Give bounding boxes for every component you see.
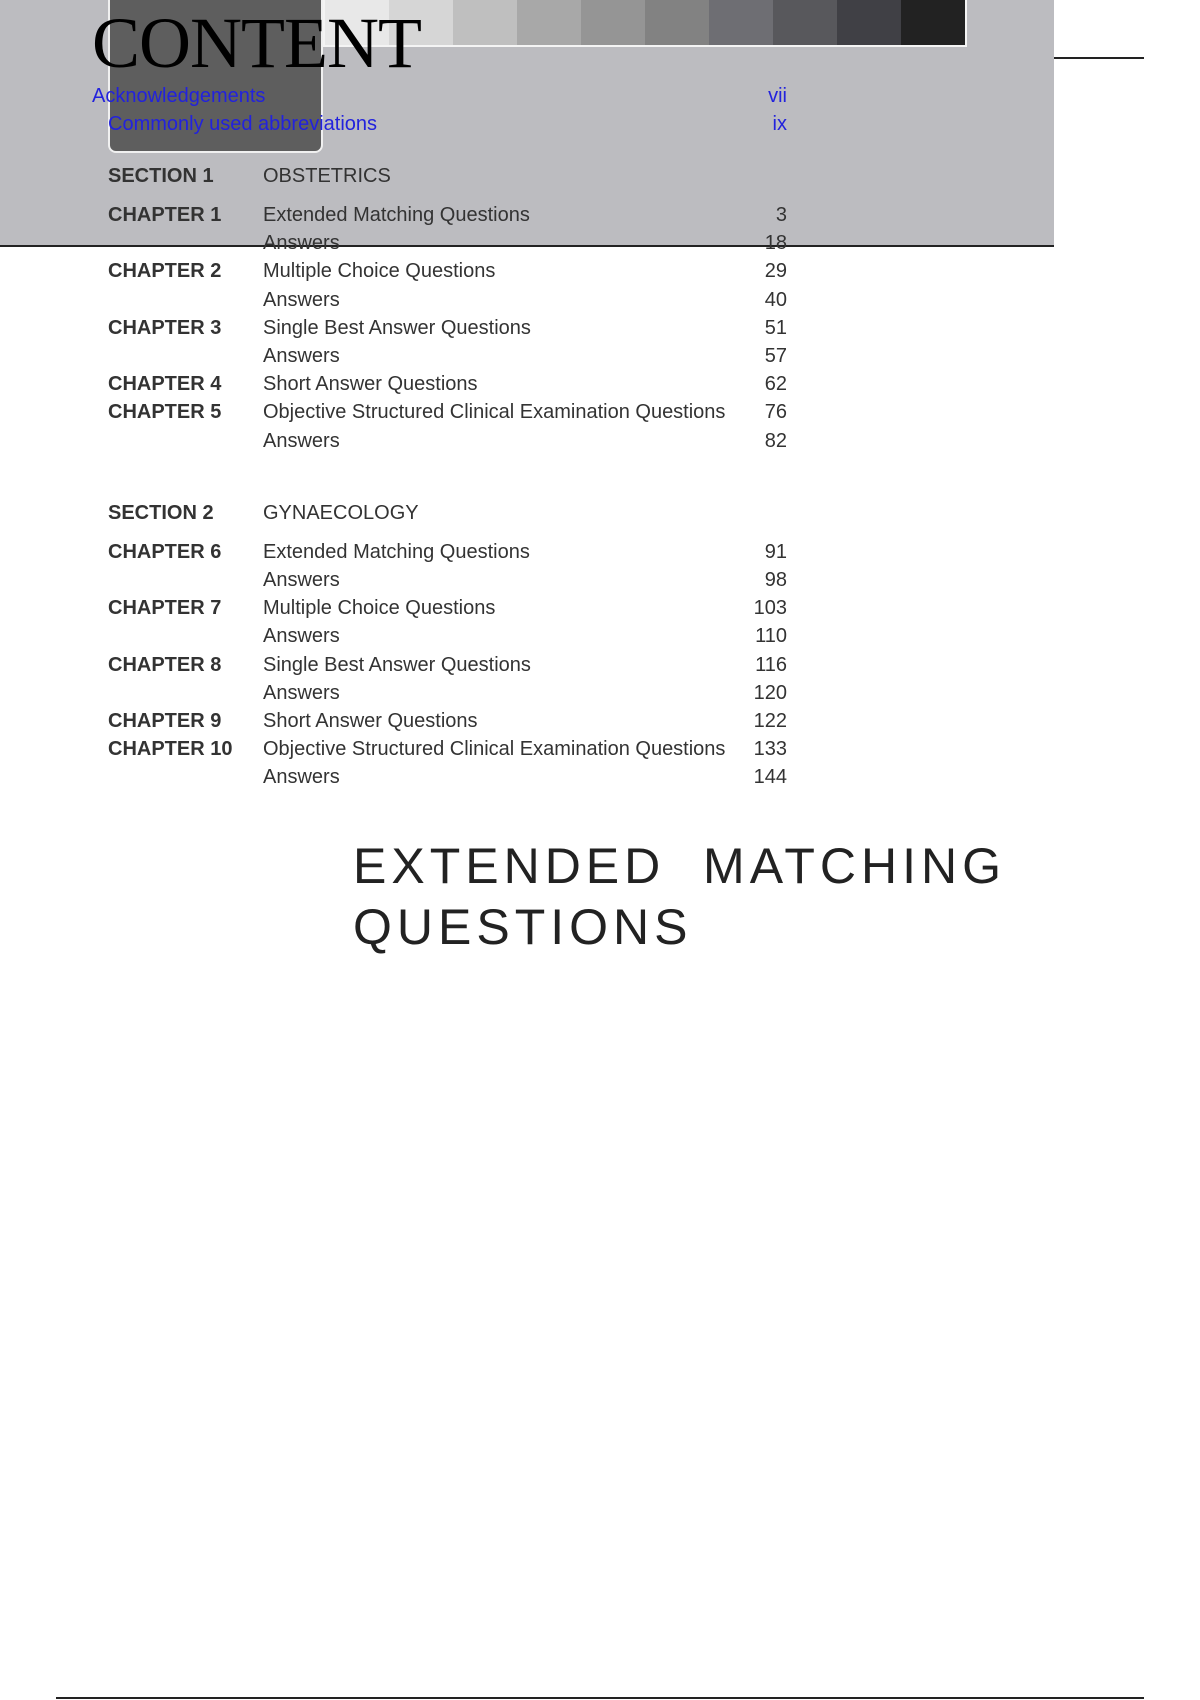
toc-entry: Answers 57 [0,342,787,370]
toc-entry: Answers 120 [0,679,787,707]
chapter-label: CHAPTER 5 [108,401,222,424]
gray-step [453,0,517,45]
section-header: SECTION 2 GYNAECOLOGY [0,499,787,527]
page-number: 51 [764,316,787,339]
section-header: SECTION 1 OBSTETRICS [0,162,787,190]
toc-entry: CHAPTER 9 Short Answer Questions 122 [0,707,787,735]
entry-text: Short Answer Questions [263,373,478,396]
entry-text: Multiple Choice Questions [263,597,496,620]
page-title: CONTENT [92,3,422,83]
toc-entry: CHAPTER 3 Single Best Answer Questions 51 [0,314,787,342]
toc-entry: CHAPTER 10 Objective Structured Clinical … [0,735,787,763]
divider [0,245,1054,247]
entry-text: Objective Structured Clinical Examinatio… [263,401,726,424]
toc-entry: Answers 144 [0,763,787,791]
toc-entry: CHAPTER 1 Extended Matching Questions 3 [0,201,787,229]
entry-text: Extended Matching Questions [263,204,530,226]
toc-entry: Answers 18 [0,229,787,257]
entry-text: Answers [263,625,340,648]
toc-entry: CHAPTER 4 Short Answer Questions 62 [0,370,787,398]
page-number: 91 [764,540,787,563]
page-number: 122 [753,709,787,732]
page-number: 110 [755,625,787,648]
section-label: SECTION 2 [108,501,214,524]
page-number[interactable]: ix [772,113,787,135]
section-label: SECTION 1 [108,165,214,187]
gray-step [581,0,645,45]
entry-text: Answers [263,681,340,704]
page-number: 144 [753,766,787,789]
toc-link-acknowledgements[interactable]: Acknowledgements vii [0,82,787,110]
page-number[interactable]: vii [768,85,787,107]
page-number: 57 [764,345,787,367]
toc-entry: Answers 110 [0,622,787,650]
chapter-label: CHAPTER 1 [108,204,222,226]
page-number: 76 [764,401,787,424]
page-number: 18 [764,232,787,255]
gray-step [709,0,773,45]
divider [56,1697,1144,1699]
page-number: 133 [753,738,787,761]
entry-text: Single Best Answer Questions [263,653,531,676]
entry-text[interactable]: Acknowledgements [92,85,266,107]
page-number: 98 [764,568,787,591]
chapter-label: CHAPTER 4 [108,373,222,396]
entry-text: Answers [263,288,340,311]
gray-step [773,0,837,45]
toc-entry: Answers 98 [0,566,787,594]
entry-text: Short Answer Questions [263,709,478,732]
chapter-label: CHAPTER 7 [108,597,222,620]
grayscale-strip [323,0,967,47]
gray-step [837,0,901,45]
toc-entry: CHAPTER 6 Extended Matching Questions 91 [0,538,787,566]
chapter-label: CHAPTER 3 [108,316,222,339]
page-number: 120 [753,681,787,704]
entry-text: Answers [263,232,340,255]
heading-line: QUESTIONS [353,899,693,955]
toc-entry: CHAPTER 7 Multiple Choice Questions 103 [0,594,787,622]
gray-step [901,0,965,45]
dark-swatch [108,0,323,153]
chapter-label: CHAPTER 10 [108,738,233,761]
gray-step [325,0,389,45]
entry-text: Multiple Choice Questions [263,260,496,283]
page-number: 40 [764,288,787,311]
chapter-heading: EXTENDED MATCHING QUESTIONS [353,836,1006,958]
heading-line: EXTENDED MATCHING [353,838,1006,894]
divider [1054,57,1144,59]
chapter-label: CHAPTER 6 [108,540,222,563]
toc-entry: CHAPTER 5 Objective Structured Clinical E… [0,398,787,426]
entry-text: Answers [263,766,340,789]
page-number: 29 [764,260,787,283]
entry-text: Answers [263,568,340,591]
page-number: 62 [764,373,787,396]
toc-entry: Answers 40 [0,286,787,314]
entry-text: Objective Structured Clinical Examinatio… [263,738,726,761]
gray-step [389,0,453,45]
gray-step [517,0,581,45]
entry-text: Extended Matching Questions [263,540,530,563]
chapter-label: CHAPTER 2 [108,260,222,283]
toc-link-abbreviations[interactable]: Commonly used abbreviations ix [0,110,787,138]
section-title: GYNAECOLOGY [263,501,419,524]
entry-text: Answers [263,345,340,367]
entry-text: Answers [263,429,340,452]
section-title: OBSTETRICS [263,165,391,187]
gray-step [645,0,709,45]
toc-entry: CHAPTER 8 Single Best Answer Questions 116 [0,651,787,679]
page-number: 82 [764,429,787,452]
toc-entry: Answers 82 [0,427,787,455]
page-number: 103 [753,597,787,620]
chapter-label: CHAPTER 8 [108,653,222,676]
toc-entry: CHAPTER 2 Multiple Choice Questions 29 [0,257,787,285]
page-number: 3 [775,204,787,226]
chapter-label: CHAPTER 9 [108,709,222,732]
entry-text: Single Best Answer Questions [263,316,531,339]
entry-text[interactable]: Commonly used abbreviations [108,113,378,135]
page-number: 116 [755,653,787,676]
